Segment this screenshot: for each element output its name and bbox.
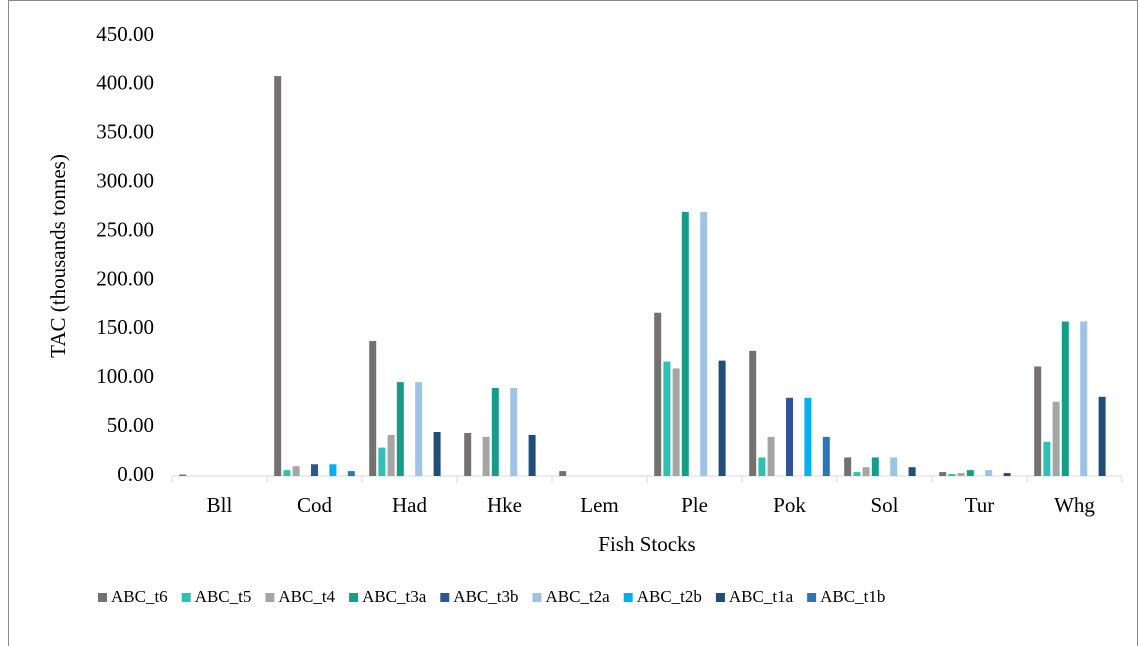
bar [1098,396,1106,476]
legend-label: ABC_t1b [820,587,885,606]
bar [482,436,490,476]
bar [654,312,662,476]
x-tick-label: Sol [870,493,898,517]
bar [804,397,812,476]
x-tick-label: Had [392,493,427,517]
bar [871,457,879,476]
bar [966,470,974,476]
x-tick-label: Lem [580,493,618,517]
y-tick-label: 200.00 [96,266,154,290]
y-tick-label: 100.00 [96,364,154,388]
legend-swatch [265,593,275,602]
x-tick-label: Hke [487,493,522,517]
bar [749,350,757,476]
bar [274,76,282,476]
bar [663,361,671,476]
bar [948,474,956,476]
bar [681,212,689,476]
y-tick-label: 250.00 [96,217,154,241]
bar [844,457,852,476]
legend-swatch [349,593,359,602]
bar [415,382,423,476]
x-tick-label: Tur [965,493,995,517]
x-tick-label: Bll [207,493,233,517]
bar [292,466,300,476]
legend-swatch [715,593,725,602]
legend-label: ABC_t3a [362,587,427,606]
bar [1043,441,1051,476]
bar [528,434,536,476]
x-tick-label: Ple [681,493,708,517]
bar [464,432,472,476]
x-tick-label: Whg [1054,493,1095,517]
legend-swatch [807,593,817,602]
bar [378,447,386,476]
bar [957,473,965,476]
legend-swatch [532,593,542,602]
x-tick-label: Pok [773,493,806,517]
legend-label: ABC_t6 [111,587,168,606]
legend-swatch [440,593,450,602]
bar [559,471,567,476]
y-tick-label: 400.00 [96,71,154,95]
bar [283,470,291,476]
legend-label: ABC_t2b [637,587,702,606]
bar [939,472,947,476]
bar [822,436,830,476]
legend-swatch [623,593,633,602]
bar [510,388,518,476]
legend-label: ABC_t1a [729,587,794,606]
legend-label: ABC_t5 [195,587,252,606]
x-tick-label: Cod [297,493,333,517]
bar [853,472,861,476]
bar [786,397,793,476]
y-tick-label: 0.00 [117,462,154,486]
bar [908,467,916,476]
legend-swatch [181,593,191,602]
bar [672,368,680,476]
bar [396,382,404,476]
x-axis-title: Fish Stocks [598,532,695,556]
y-tick-label: 450.00 [96,22,154,46]
bar [491,388,499,476]
bar [179,474,187,476]
bar [985,470,993,476]
y-tick-label: 50.00 [107,413,154,437]
bar [1061,321,1069,476]
y-tick-label: 150.00 [96,315,154,339]
bar [718,360,726,476]
bar [890,457,898,476]
legend-label: ABC_t4 [278,587,335,606]
y-tick-label: 300.00 [96,168,154,192]
legend-label: ABC_t2a [545,587,610,606]
bar [1034,366,1042,476]
legend-swatch [98,593,107,602]
chart-border [8,0,1138,646]
bar [700,212,708,476]
bar [329,464,337,476]
bar [347,471,355,476]
bar [369,341,377,476]
y-axis-title: TAC (thousands tonnes) [46,154,70,358]
bar [433,432,441,476]
bar [862,467,870,476]
y-tick-label: 350.00 [96,120,154,144]
legend-label: ABC_t3b [453,587,518,606]
bar [387,434,395,476]
bar [1052,401,1060,476]
bar [1003,473,1011,476]
bar [311,464,318,476]
bar [758,457,766,476]
bar [767,436,775,476]
bar [1080,321,1088,476]
